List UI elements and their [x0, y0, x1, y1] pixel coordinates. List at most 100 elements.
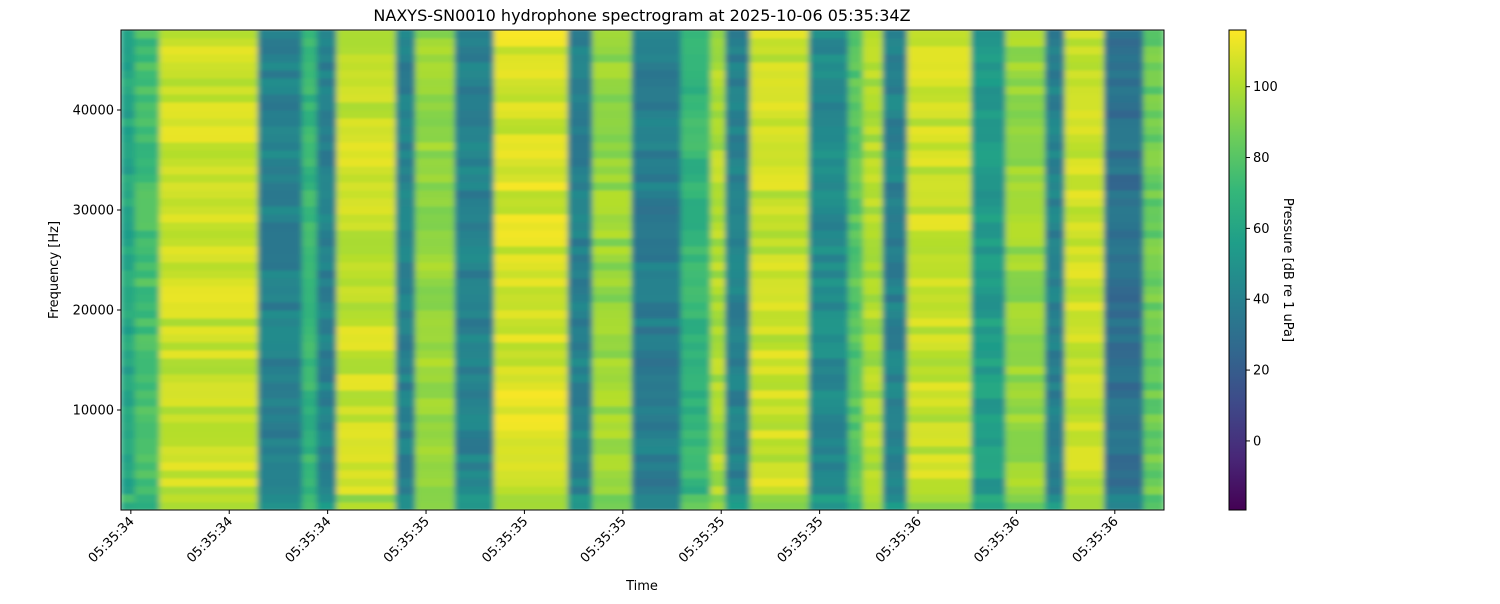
heatmap-cell [808, 165, 851, 175]
heatmap-cell [592, 461, 634, 471]
heatmap-cell [121, 349, 137, 359]
heatmap-cell [848, 293, 865, 303]
heatmap-cell [1005, 141, 1047, 151]
heatmap-cell [631, 229, 683, 239]
heatmap-cell [134, 341, 162, 351]
heatmap-cell [1044, 397, 1067, 407]
heatmap-cell [808, 333, 851, 343]
heatmap-cell [493, 349, 570, 359]
heatmap-cell [907, 229, 974, 239]
heatmap-cell [848, 413, 865, 423]
heatmap-cell [1044, 157, 1067, 167]
heatmap-cell [749, 173, 811, 183]
heatmap-cell [395, 69, 418, 79]
heatmap-cell [971, 341, 1008, 351]
heatmap-cell [631, 133, 683, 143]
heatmap-cell [257, 293, 305, 303]
heatmap-cell [454, 61, 496, 71]
heatmap-cell [567, 237, 595, 247]
heatmap-cell [1143, 309, 1164, 319]
heatmap-cell [415, 53, 457, 63]
heatmap-cell [336, 477, 398, 487]
y-tick-label: 40000 [73, 104, 114, 119]
heatmap-cell [257, 381, 305, 391]
heatmap-cell [808, 373, 851, 383]
heatmap-cell [1044, 437, 1067, 447]
heatmap-cell [395, 53, 418, 63]
heatmap-cell [848, 101, 865, 111]
heatmap-cell [808, 37, 851, 47]
heatmap-cell [567, 117, 595, 127]
heatmap-cell [862, 245, 885, 255]
heatmap-cell [907, 149, 974, 159]
heatmap-cell [121, 437, 137, 447]
heatmap-cell [415, 245, 457, 255]
heatmap-cell [493, 213, 570, 223]
heatmap-cell [493, 325, 570, 335]
heatmap-cell [592, 437, 634, 447]
heatmap-cell [493, 461, 570, 471]
heatmap-cell [415, 181, 457, 191]
heatmap-cell [1044, 285, 1067, 295]
heatmap-cell [882, 349, 910, 359]
heatmap-cell [725, 365, 752, 375]
heatmap-cell [862, 85, 885, 95]
heatmap-cell [1103, 77, 1146, 87]
heatmap-cell [1143, 165, 1164, 175]
heatmap-cell [454, 109, 496, 119]
heatmap-cell [680, 333, 713, 343]
heatmap-cell [907, 277, 974, 287]
heatmap-cell [257, 149, 305, 159]
heatmap-cell [1103, 501, 1146, 510]
heatmap-cell [907, 53, 974, 63]
heatmap-cell [749, 237, 811, 247]
heatmap-cell [1103, 397, 1146, 407]
heatmap-cell [1143, 301, 1164, 311]
heatmap-cell [134, 157, 162, 167]
heatmap-cell [592, 365, 634, 375]
heatmap-cell [882, 221, 910, 231]
heatmap-cell [454, 253, 496, 263]
heatmap-cell [302, 277, 319, 287]
heatmap-cell [493, 277, 570, 287]
heatmap-cell [134, 381, 162, 391]
heatmap-cell [1103, 485, 1146, 495]
heatmap-cell [882, 381, 910, 391]
heatmap-cell [121, 285, 137, 295]
heatmap-cell [567, 253, 595, 263]
heatmap-cell [316, 413, 339, 423]
heatmap-cell [567, 373, 595, 383]
heatmap-cell [121, 197, 137, 207]
heatmap-cell [680, 93, 713, 103]
heatmap-cell [971, 213, 1008, 223]
heatmap-cell [710, 453, 728, 463]
heatmap-cell [725, 253, 752, 263]
heatmap-cell [134, 181, 162, 191]
heatmap-cell [848, 109, 865, 119]
heatmap-cell [862, 125, 885, 135]
heatmap-cell [631, 165, 683, 175]
heatmap-cell [971, 245, 1008, 255]
heatmap-cell [1103, 197, 1146, 207]
heatmap-cell [121, 165, 137, 175]
heatmap-cell [862, 45, 885, 55]
heatmap-cell [710, 373, 728, 383]
heatmap-cell [1103, 149, 1146, 159]
heatmap-cell [1005, 445, 1047, 455]
heatmap-cell [808, 237, 851, 247]
heatmap-cell [725, 309, 752, 319]
heatmap-cell [749, 30, 811, 39]
heatmap-cell [882, 421, 910, 431]
heatmap-cell [725, 301, 752, 311]
heatmap-cell [257, 133, 305, 143]
heatmap-cell [302, 245, 319, 255]
heatmap-cell [1044, 197, 1067, 207]
heatmap-cell [159, 149, 260, 159]
heatmap-cell [1005, 373, 1047, 383]
heatmap-cell [1143, 333, 1164, 343]
heatmap-cell [1044, 173, 1067, 183]
heatmap-cell [454, 309, 496, 319]
heatmap-cell [454, 229, 496, 239]
heatmap-cell [1064, 357, 1106, 367]
heatmap-cell [1064, 157, 1106, 167]
